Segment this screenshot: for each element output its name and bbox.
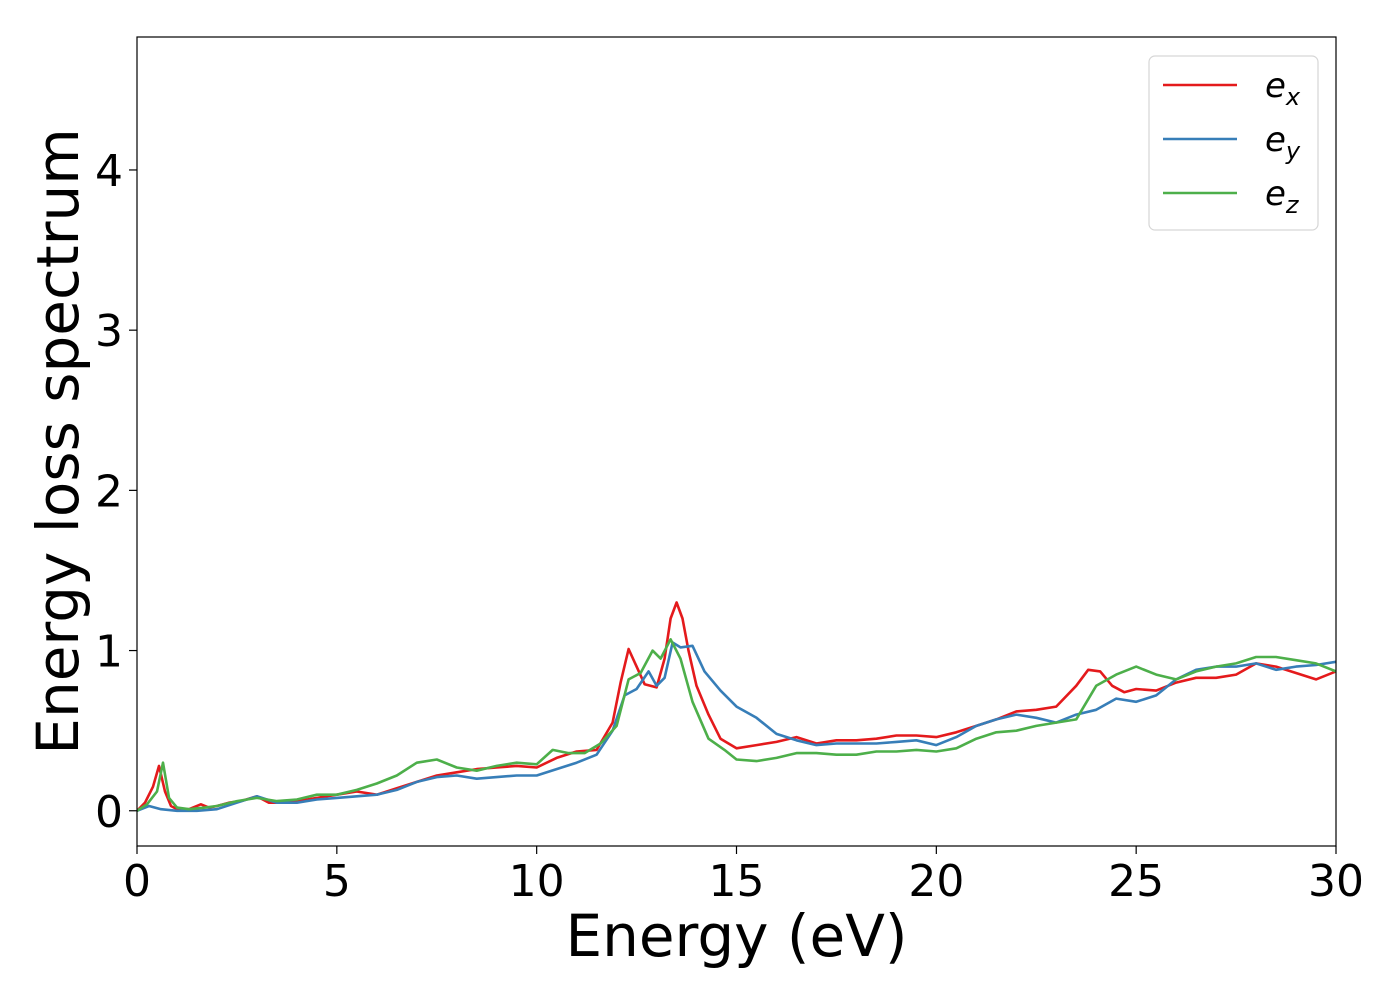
x-tick-label: 25 xyxy=(1108,856,1164,907)
legend: ex ey ez xyxy=(1148,55,1319,231)
x-axis-label: Energy (eV) xyxy=(565,902,907,970)
y-axis-label: Energy loss spectrum xyxy=(24,128,92,754)
legend-label-y: ey xyxy=(1265,120,1301,165)
legend-label-x: ex xyxy=(1265,66,1301,111)
y-tick-label: 3 xyxy=(95,306,123,357)
series-line-y xyxy=(137,641,1336,813)
x-tick-label: 5 xyxy=(323,856,351,907)
x-tick-label: 10 xyxy=(509,856,565,907)
legend-box xyxy=(1148,55,1319,231)
series-line-z xyxy=(137,638,1336,813)
x-tick-label: 15 xyxy=(709,856,765,907)
x-tick-label: 0 xyxy=(123,856,151,907)
legend-label-z: ez xyxy=(1265,174,1300,219)
plot-area xyxy=(137,601,1336,813)
x-tick-label: 30 xyxy=(1308,856,1364,907)
y-tick-label: 4 xyxy=(95,146,123,197)
y-tick-label: 1 xyxy=(95,627,123,678)
y-tick-label: 0 xyxy=(95,787,123,838)
x-tick-label: 20 xyxy=(908,856,964,907)
axes: 0 5 10 15 20 25 30 0 1 2 3 4 xyxy=(95,146,1364,907)
y-tick-label: 2 xyxy=(95,466,123,517)
